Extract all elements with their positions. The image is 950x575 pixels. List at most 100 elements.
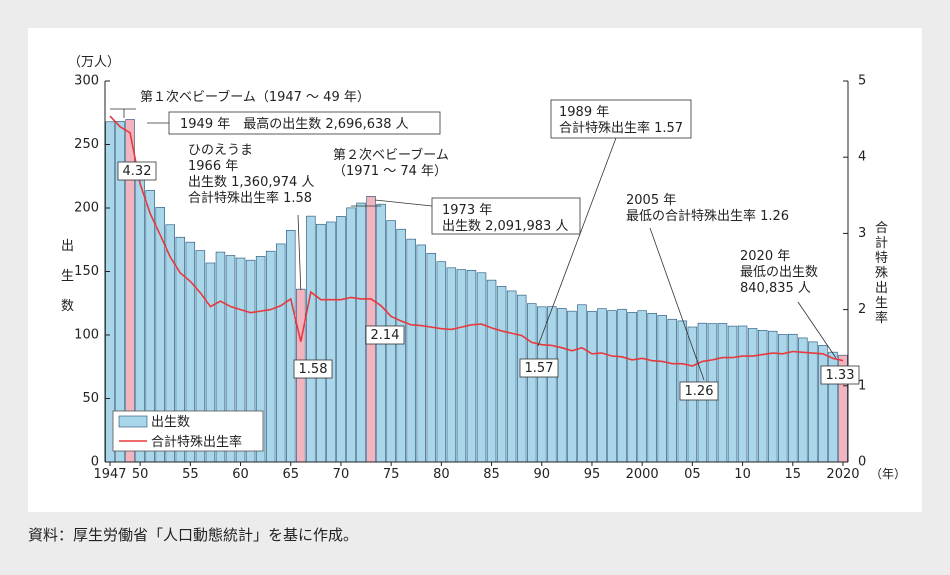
left-tick-label-300: 300 <box>74 74 99 89</box>
bar-1991 <box>547 306 557 463</box>
bar-2012 <box>757 330 768 463</box>
tfr-label-1966: 1.58 <box>299 362 328 377</box>
x-tick-label-2000: 2000 <box>626 467 659 482</box>
legend-label-births: 出生数 <box>151 415 190 430</box>
bar-1997 <box>607 310 617 463</box>
bar-1976 <box>396 228 406 463</box>
tfr-label-box-2005 <box>679 381 719 401</box>
bar-1963 <box>265 250 276 463</box>
bar-1982 <box>456 269 467 463</box>
x-tick-label-1990: 90 <box>533 467 550 482</box>
bar-1967 <box>306 215 316 463</box>
bar-1989 <box>527 303 537 463</box>
left-tick-label-200: 200 <box>74 201 99 216</box>
y-left-label-2: 数 <box>61 299 74 314</box>
bar-2017 <box>808 341 818 463</box>
right-tick-label-0: 0 <box>858 455 866 470</box>
bar-1987 <box>506 290 517 463</box>
bar-1964 <box>275 243 286 463</box>
bar-2008 <box>717 323 728 463</box>
bar-1969 <box>326 221 336 463</box>
annotation-max-births: 1949 年 最高の出生数 2,696,638 人 <box>180 116 409 132</box>
bar-1972 <box>356 202 366 463</box>
x-tick-label-1960: 60 <box>232 467 249 482</box>
left-tick-label-250: 250 <box>74 137 99 152</box>
bar-1977 <box>406 238 416 463</box>
tfr-label-box-1973 <box>365 325 405 345</box>
annotation-boom2-line-1: （1971 ～ 74 年） <box>333 164 447 179</box>
bar-1978 <box>416 244 426 463</box>
bar-1979 <box>426 253 437 463</box>
x-tick-label-1965: 65 <box>282 467 299 482</box>
x-tick-label-1975: 75 <box>383 467 400 482</box>
bar-1998 <box>617 308 627 463</box>
source-note: 資料：厚生労働省「人口動態統計」を基に作成。 <box>28 526 359 544</box>
annotation-2020-line-0: 2020 年 <box>740 249 790 264</box>
annotation-boom1: 第１次ベビーブーム（1947 ～ 49 年） <box>140 89 370 105</box>
left-tick-label-100: 100 <box>74 328 99 343</box>
y-right-label-6: 率 <box>875 310 888 326</box>
bar-1971 <box>346 207 356 463</box>
annotation-1973-line-0: 1973 年 <box>442 203 492 218</box>
bar-1994 <box>577 304 587 463</box>
tfr-label-box-1989 <box>519 358 559 378</box>
tfr-label-1973: 2.14 <box>371 328 400 343</box>
bar-1992 <box>557 308 567 463</box>
tfr-label-box-1949 <box>117 161 157 181</box>
bar-1993 <box>567 310 577 463</box>
x-tick-label-1985: 85 <box>483 467 500 482</box>
annotation-hinoeuma-line-0: ひのえうま <box>188 143 253 158</box>
bar-1981 <box>446 267 457 463</box>
annotation-2020-line-2: 840,835 人 <box>740 281 811 296</box>
annotation-1989-line-1: 合計特殊出生率 1.57 <box>559 120 683 136</box>
bar-1965 <box>286 230 296 463</box>
x-tick-label-1947: 1947 <box>93 467 126 482</box>
tfr-label-2005: 1.26 <box>685 384 714 399</box>
right-tick-label-4: 4 <box>858 150 866 165</box>
tfr-label-1989: 1.57 <box>525 361 554 376</box>
x-tick-label-1995: 95 <box>584 467 601 482</box>
x-tick-label-2020: 2020 <box>826 467 859 482</box>
y-right-label-2: 特 <box>875 251 888 266</box>
right-tick-label-5: 5 <box>858 74 866 89</box>
x-tick-label-1955: 55 <box>182 467 199 482</box>
tfr-label-box-2020 <box>820 365 860 385</box>
bar-1968 <box>316 223 326 463</box>
chart-panel: 0 50 100 150 200 250 300 0 1 2 3 4 5 1947 50 55 60 65 70 75… <box>28 28 922 512</box>
bar-1970 <box>336 216 346 463</box>
annotation-2005-line-0: 2005 年 <box>626 193 676 208</box>
right-tick-label-2: 2 <box>858 302 866 317</box>
annotation-2005-line-1: 最低の合計特殊出生率 1.26 <box>626 208 789 224</box>
y2005-leader <box>649 227 705 381</box>
bar-2000 <box>637 310 647 463</box>
bar-1983 <box>466 270 477 463</box>
x-tick-label-1950: 50 <box>132 467 149 482</box>
annotation-hinoeuma-line-1: 1966 年 <box>188 159 238 174</box>
bar-1995 <box>587 310 597 463</box>
left-tick-label-150: 150 <box>74 264 99 279</box>
annotation-hinoeuma-line-3: 合計特殊出生率 1.58 <box>188 190 312 206</box>
y-right-label-5: 生 <box>875 296 888 311</box>
right-tick-label-3: 3 <box>858 226 866 241</box>
tfr-label-2020: 1.33 <box>826 368 855 383</box>
tfr-line <box>109 115 844 367</box>
annotation-hinoeuma-line-2: 出生数 1,360,974 人 <box>188 175 314 190</box>
bar-1980 <box>436 261 447 463</box>
bar-1988 <box>516 294 527 463</box>
y-right-label-0: 合 <box>875 221 888 236</box>
bar-1984 <box>476 272 487 463</box>
x-tick-label-2010: 10 <box>734 467 751 482</box>
bar-2016 <box>798 337 808 463</box>
y-right-label-1: 計 <box>875 235 888 251</box>
x-tick-label-1970: 70 <box>333 467 350 482</box>
annotation-2020-line-1: 最低の出生数 <box>740 265 818 280</box>
annotation-1973-box <box>431 197 581 235</box>
bar-1999 <box>627 312 637 463</box>
y2020-leader <box>797 301 837 359</box>
bar-2009 <box>727 325 738 463</box>
y-right-label-3: 殊 <box>875 266 888 281</box>
bar-2018 <box>818 345 828 463</box>
y1989-leader <box>537 137 617 347</box>
y1973-leader <box>375 199 433 207</box>
bar-2001 <box>647 312 657 463</box>
